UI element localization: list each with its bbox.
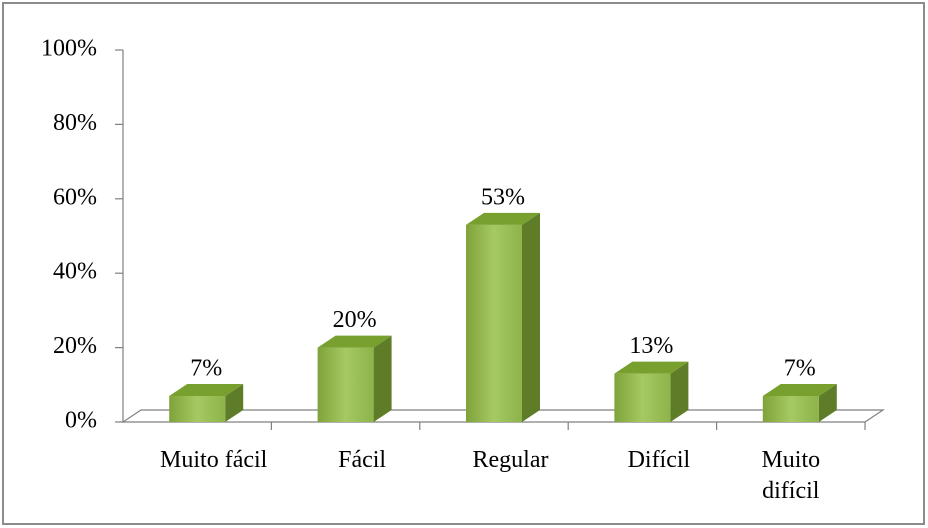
bar-side [373,335,392,422]
bar-side [670,361,689,422]
y-tick-label: 20% [53,333,97,359]
y-tick-label: 60% [53,184,97,210]
bar [169,395,226,422]
x-tick-label: Regular [472,447,549,473]
bar-top [614,361,689,374]
y-tick-label: 80% [53,110,97,136]
bar [614,373,671,422]
x-tick-label: Difícil [627,447,691,473]
value-label: 7% [190,355,222,381]
value-label: 53% [481,184,525,210]
bar-top [466,212,540,225]
y-tick-label: 100% [41,36,97,62]
bar-side [818,383,837,422]
bar-side [522,212,540,422]
bar-side [225,383,244,422]
bar-top [169,383,244,396]
x-tick-label: Muito difícil [761,447,821,504]
value-label: 13% [629,333,673,359]
bar [762,395,819,422]
bar-top [317,335,392,348]
value-label: 7% [784,355,816,381]
y-tick-label: 0% [65,408,97,434]
bar [317,347,374,422]
x-tick-label: Fácil [338,447,387,473]
y-tick-label: 40% [53,259,97,285]
bar-top [762,383,837,396]
x-tick-label: Muito fácil [160,447,268,473]
value-label: 20% [333,307,377,333]
bar [466,224,522,422]
